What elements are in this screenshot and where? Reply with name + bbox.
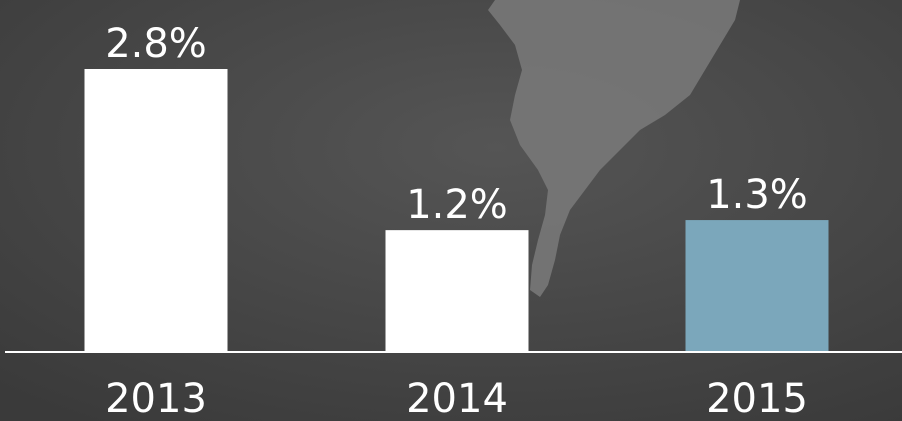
- continent-silhouette: [488, 0, 740, 297]
- value-label: 1.3%: [706, 172, 808, 218]
- bar: [385, 230, 529, 351]
- x-tick-label: 2013: [105, 376, 207, 421]
- bar: [685, 220, 829, 351]
- x-tick-label: 2014: [406, 376, 508, 421]
- value-label: 1.2%: [406, 182, 508, 228]
- value-label: 2.8%: [105, 21, 207, 67]
- x-tick-label: 2015: [706, 376, 808, 421]
- bar: [84, 69, 228, 351]
